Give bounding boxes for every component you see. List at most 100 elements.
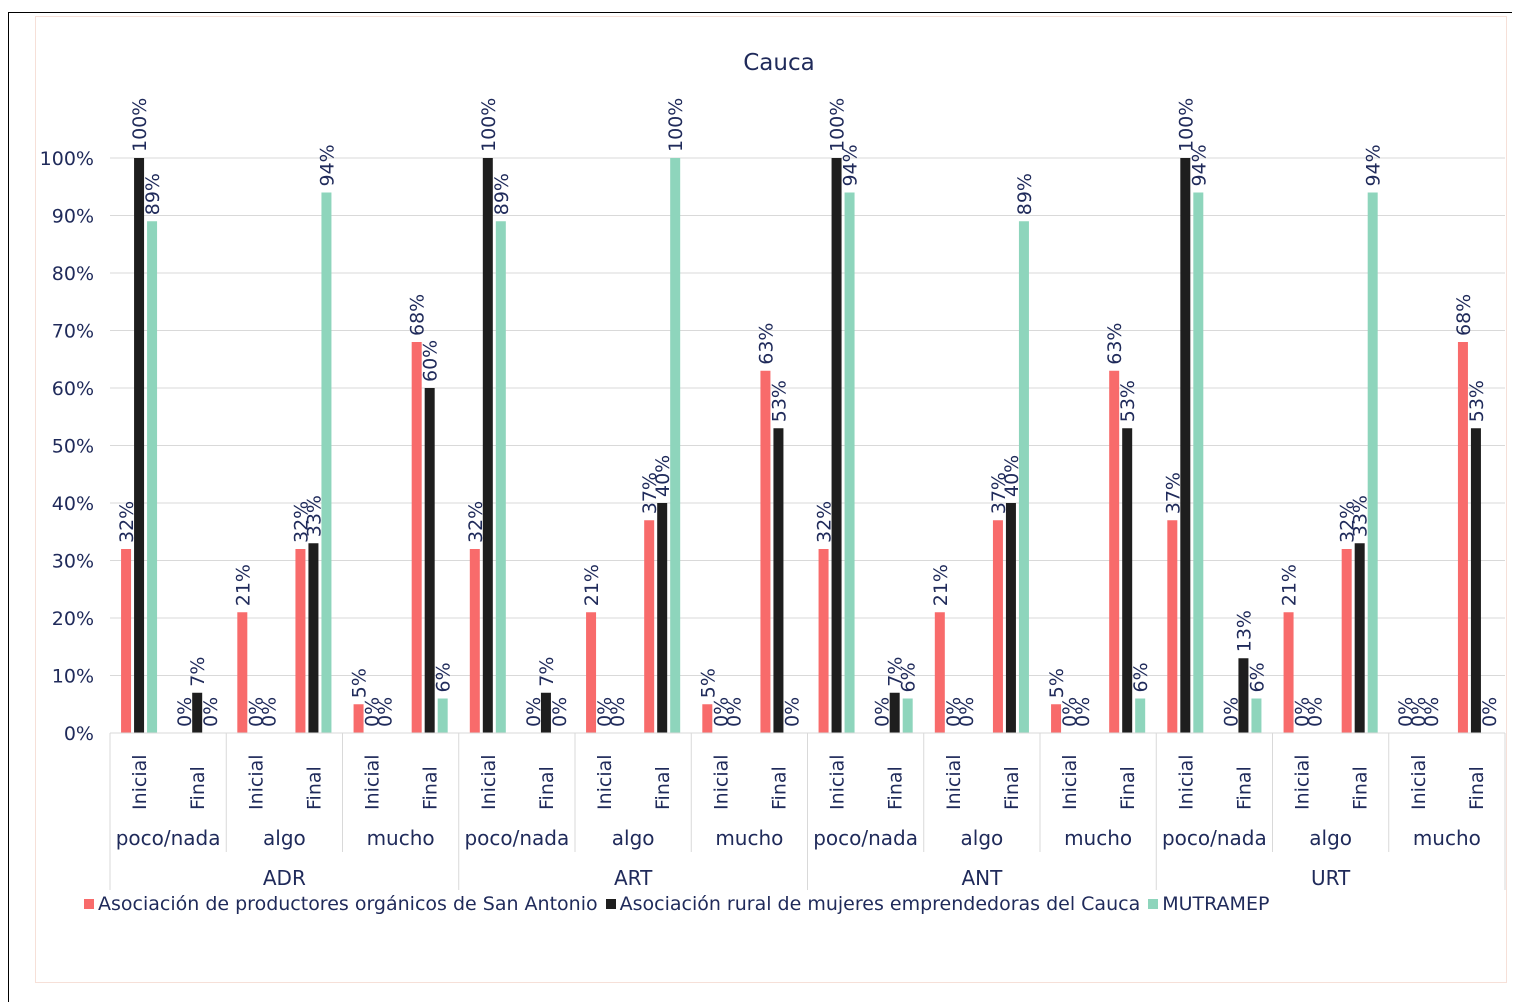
x-stage-label: Inicial bbox=[1059, 754, 1081, 810]
bar bbox=[134, 158, 145, 733]
data-label: 0% bbox=[258, 697, 280, 727]
data-label: 32% bbox=[116, 501, 138, 543]
bar bbox=[934, 612, 945, 733]
data-label: 94% bbox=[1188, 144, 1210, 186]
x-level-label: poco/nada bbox=[116, 826, 221, 850]
x-stage-label: Inicial bbox=[245, 754, 267, 810]
data-label: 0% bbox=[594, 697, 616, 727]
data-label: 0% bbox=[1059, 697, 1081, 727]
y-tick-label: 60% bbox=[52, 378, 94, 400]
chart-area-border bbox=[35, 16, 1507, 983]
x-stage-label: Final bbox=[1117, 766, 1139, 810]
x-stage-label: Final bbox=[303, 766, 325, 810]
bar bbox=[237, 612, 248, 733]
data-label: 0% bbox=[607, 697, 629, 727]
data-label: 5% bbox=[697, 668, 719, 698]
x-stage-label: Inicial bbox=[827, 754, 849, 810]
data-label: 0% bbox=[200, 697, 222, 727]
x-level-label: poco/nada bbox=[1162, 826, 1267, 850]
x-stage-label: Inicial bbox=[710, 754, 732, 810]
data-label: 32% bbox=[465, 501, 487, 543]
x-stage-label: Final bbox=[1350, 766, 1372, 810]
data-label: 5% bbox=[349, 668, 371, 698]
data-label: 0% bbox=[1292, 697, 1314, 727]
y-tick-label: 70% bbox=[52, 321, 94, 343]
legend-swatch bbox=[84, 899, 94, 909]
bar bbox=[1283, 612, 1294, 733]
x-stage-label: Inicial bbox=[129, 754, 151, 810]
data-label: 0% bbox=[1421, 697, 1443, 727]
data-label: 0% bbox=[1072, 697, 1094, 727]
legend-label: Asociación de productores orgánicos de S… bbox=[98, 893, 598, 915]
x-axis: Inicial Final Inicial Final Inicial Final Inic… bbox=[109, 732, 1506, 890]
x-group-label: ADR bbox=[263, 866, 306, 890]
bar bbox=[1005, 503, 1016, 733]
data-label: 21% bbox=[930, 564, 952, 606]
bar bbox=[702, 704, 713, 733]
data-label: 0% bbox=[375, 697, 397, 727]
data-label: 40% bbox=[652, 455, 674, 497]
bar bbox=[818, 549, 829, 733]
bar bbox=[469, 549, 480, 733]
y-tick-label: 0% bbox=[64, 723, 94, 745]
x-level-label: algo bbox=[1309, 826, 1352, 850]
legend-swatch bbox=[1148, 899, 1159, 909]
bar bbox=[657, 503, 668, 733]
data-label: 0% bbox=[174, 697, 196, 727]
data-label: 32% bbox=[290, 501, 312, 543]
bar bbox=[540, 692, 551, 733]
data-label: 21% bbox=[232, 564, 254, 606]
x-stage-label: Inicial bbox=[943, 754, 965, 810]
bar bbox=[482, 158, 493, 733]
chart-frame bbox=[8, 12, 1512, 1002]
data-label: 0% bbox=[523, 697, 545, 727]
x-stage-label: Inicial bbox=[362, 754, 384, 810]
data-label: 94% bbox=[1363, 144, 1385, 186]
bar bbox=[844, 192, 855, 733]
x-group-label: ANT bbox=[961, 866, 1003, 890]
legend-item-san-antonio: Asociación de productores orgánicos de S… bbox=[84, 893, 598, 915]
data-label: 33% bbox=[1350, 495, 1372, 537]
data-labels: 32%100%89%0%7%0%21%0%0%32%33%94%5%0%0%68… bbox=[116, 98, 1501, 727]
data-label: 0% bbox=[781, 697, 803, 727]
y-tick-label: 50% bbox=[52, 436, 94, 458]
bar bbox=[1457, 342, 1468, 733]
x-group-label: URT bbox=[1311, 866, 1351, 890]
bar bbox=[773, 428, 784, 733]
y-axis: 0% 10% 20% 30% 40% 50% 60% 70% 80% 90% 100% bbox=[40, 148, 94, 745]
data-label: 100% bbox=[478, 98, 500, 152]
x-stage-label: Final bbox=[1466, 766, 1488, 810]
data-label: 33% bbox=[303, 495, 325, 537]
data-label: 32% bbox=[1337, 501, 1359, 543]
x-level-label: mucho bbox=[1413, 826, 1481, 850]
data-label: 7% bbox=[885, 657, 907, 687]
x-stage-label: Final bbox=[536, 766, 558, 810]
data-label: 0% bbox=[549, 697, 571, 727]
data-label: 0% bbox=[245, 697, 267, 727]
data-label: 60% bbox=[420, 340, 442, 382]
bar bbox=[1193, 192, 1204, 733]
bar bbox=[1470, 428, 1481, 733]
x-level-label: poco/nada bbox=[464, 826, 569, 850]
bar bbox=[321, 192, 332, 733]
bar bbox=[1122, 428, 1133, 733]
legend-swatch bbox=[605, 899, 616, 909]
data-label: 100% bbox=[827, 98, 849, 152]
data-label: 0% bbox=[710, 697, 732, 727]
data-label: 6% bbox=[898, 662, 920, 692]
y-tick-label: 100% bbox=[40, 148, 94, 170]
bar bbox=[1180, 158, 1191, 733]
bar bbox=[902, 698, 913, 733]
data-label: 94% bbox=[840, 144, 862, 186]
data-label: 6% bbox=[1246, 662, 1268, 692]
data-label: 53% bbox=[768, 380, 790, 422]
legend-label: MUTRAMEP bbox=[1162, 893, 1270, 915]
bar bbox=[411, 342, 422, 733]
data-label: 0% bbox=[1395, 697, 1417, 727]
y-tick-label: 30% bbox=[52, 551, 94, 573]
data-label: 0% bbox=[1408, 697, 1430, 727]
data-label: 0% bbox=[956, 697, 978, 727]
y-tick-label: 90% bbox=[52, 206, 94, 228]
bar bbox=[1238, 658, 1249, 733]
